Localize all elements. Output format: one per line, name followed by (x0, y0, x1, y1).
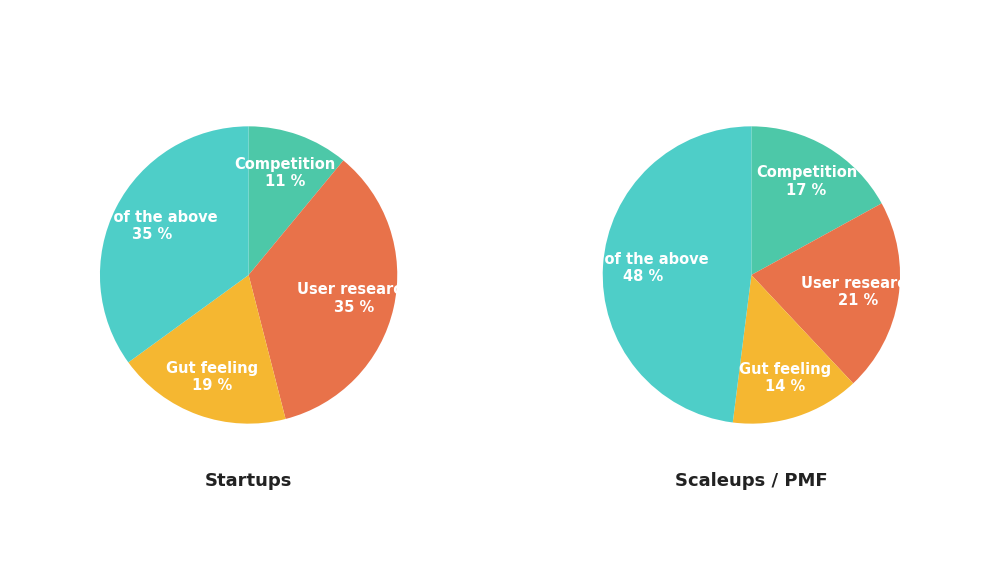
Wedge shape (603, 126, 751, 422)
Text: Startups: Startups (205, 472, 292, 490)
Wedge shape (751, 126, 882, 275)
Text: Gut feeling
14 %: Gut feeling 14 % (739, 362, 831, 394)
Wedge shape (751, 204, 900, 383)
Text: All of the above
48 %: All of the above 48 % (578, 252, 708, 285)
Text: User research
35 %: User research 35 % (297, 282, 412, 315)
Text: Competition
11 %: Competition 11 % (235, 157, 336, 189)
Text: All of the above
35 %: All of the above 35 % (87, 210, 217, 242)
Wedge shape (100, 126, 249, 362)
Wedge shape (249, 160, 397, 419)
Text: Gut feeling
19 %: Gut feeling 19 % (166, 361, 258, 393)
Text: User research
21 %: User research 21 % (801, 276, 916, 308)
Wedge shape (128, 275, 286, 424)
Text: Scaleups / PMF: Scaleups / PMF (675, 472, 828, 490)
Wedge shape (249, 126, 343, 275)
Text: Competition
17 %: Competition 17 % (756, 166, 857, 198)
Wedge shape (733, 275, 853, 424)
